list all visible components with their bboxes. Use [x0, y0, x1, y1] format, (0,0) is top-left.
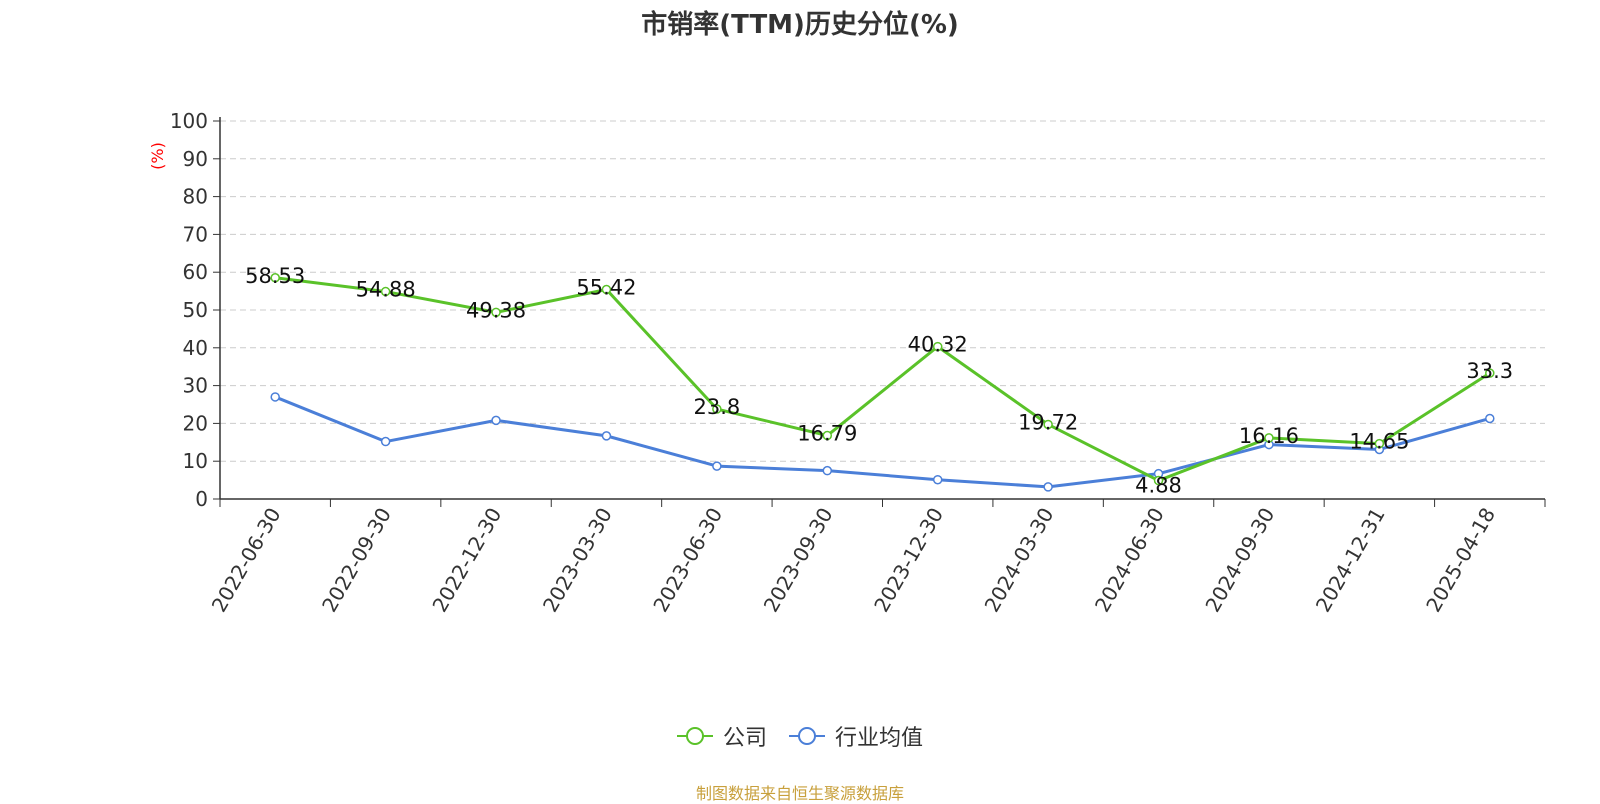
data-point[interactable]: [822, 465, 833, 476]
legend-industry-marker-icon: [789, 727, 825, 745]
legend-item-industry[interactable]: 行业均值: [789, 720, 923, 752]
chart-title: 市销率(TTM)历史分位(%): [641, 10, 959, 40]
y-tick-label: 20: [183, 411, 208, 435]
series-line: [274, 395, 1491, 489]
x-tick-label: 2022-09-30: [317, 504, 396, 617]
y-tick-label: 100: [170, 109, 208, 133]
data-point[interactable]: [1043, 482, 1053, 492]
y-tick-label: 50: [183, 298, 208, 322]
x-tick-label: 2023-06-30: [648, 504, 727, 617]
x-tick-label: 2024-06-30: [1090, 504, 1169, 617]
grid-lines: [220, 120, 1545, 462]
x-tick-label: 2024-12-31: [1311, 504, 1390, 617]
data-label: 23.8: [693, 395, 740, 419]
x-tick-label: 2023-09-30: [759, 504, 838, 617]
y-tick-label: 60: [183, 260, 208, 284]
y-tick-label: 30: [183, 374, 208, 398]
data-point[interactable]: [822, 430, 833, 441]
data-label: 40.32: [908, 333, 968, 357]
legend: 公司 行业均值: [0, 720, 1600, 752]
y-axis-label: (%): [148, 142, 167, 170]
y-tick-label: 70: [183, 222, 208, 246]
data-label: 49.38: [466, 298, 526, 322]
data-label: 58.53: [245, 264, 305, 288]
data-point[interactable]: [601, 431, 612, 441]
legend-industry-label: 行业均值: [835, 726, 924, 751]
data-point[interactable]: [270, 392, 280, 402]
data-label: 54.88: [356, 278, 416, 302]
data-point[interactable]: [932, 474, 943, 485]
x-tick-label: 2024-09-30: [1200, 504, 1279, 617]
data-point[interactable]: [1374, 438, 1385, 449]
axes: 0 10 20 30 40 50 60 70 80 90 100(%) 2022-06-30 2022-…: [148, 109, 1546, 617]
data-point[interactable]: [270, 273, 280, 283]
data-point[interactable]: [380, 286, 391, 297]
data-point[interactable]: [1485, 413, 1495, 424]
data-label: 55.42: [576, 276, 636, 300]
legend-item-company[interactable]: 公司: [676, 720, 767, 752]
x-tick-label: 2022-12-30: [427, 503, 506, 616]
data-point[interactable]: [1264, 433, 1274, 443]
x-tick-label: 2023-12-30: [869, 503, 948, 616]
y-tick-label: 10: [183, 449, 208, 473]
x-tick-label: 2022-06-30: [207, 504, 286, 617]
data-point[interactable]: [1485, 368, 1495, 378]
legend-company-label: 公司: [722, 726, 767, 751]
x-tick-label: 2023-03-30: [538, 504, 617, 617]
x-tick-label: 2025-04-18: [1421, 504, 1500, 617]
data-point[interactable]: [491, 415, 501, 426]
data-labels: 58.53 54.88 49.38 55.42 23.8 16.79 40.32 19.72 4…: [245, 264, 1513, 498]
data-label: 14.65: [1349, 430, 1409, 454]
series-line: [275, 276, 1491, 483]
data-point[interactable]: [1153, 475, 1164, 486]
y-tick-label: 40: [183, 336, 208, 360]
data-point[interactable]: [712, 404, 722, 414]
legend-company-marker-icon: [676, 727, 713, 745]
y-tick-label: 90: [183, 147, 208, 171]
source-note: 制图数据来自恒生聚源数据库: [695, 784, 904, 803]
x-tick-label: 2024-03-30: [980, 504, 1059, 617]
data-point[interactable]: [380, 436, 391, 447]
data-label: 19.72: [1018, 410, 1078, 434]
y-tick-label: 0: [195, 487, 208, 511]
data-point[interactable]: [712, 461, 722, 471]
y-tick-label: 80: [183, 185, 208, 209]
data-point[interactable]: [1043, 419, 1053, 430]
series: [270, 273, 1495, 492]
data-point[interactable]: [601, 284, 612, 295]
data-point[interactable]: [932, 341, 943, 352]
data-label: 16.16: [1239, 424, 1299, 448]
data-point[interactable]: [491, 307, 501, 318]
data-label: 33.3: [1466, 359, 1513, 383]
data-label: 4.88: [1135, 474, 1182, 498]
data-label: 16.79: [797, 422, 857, 446]
